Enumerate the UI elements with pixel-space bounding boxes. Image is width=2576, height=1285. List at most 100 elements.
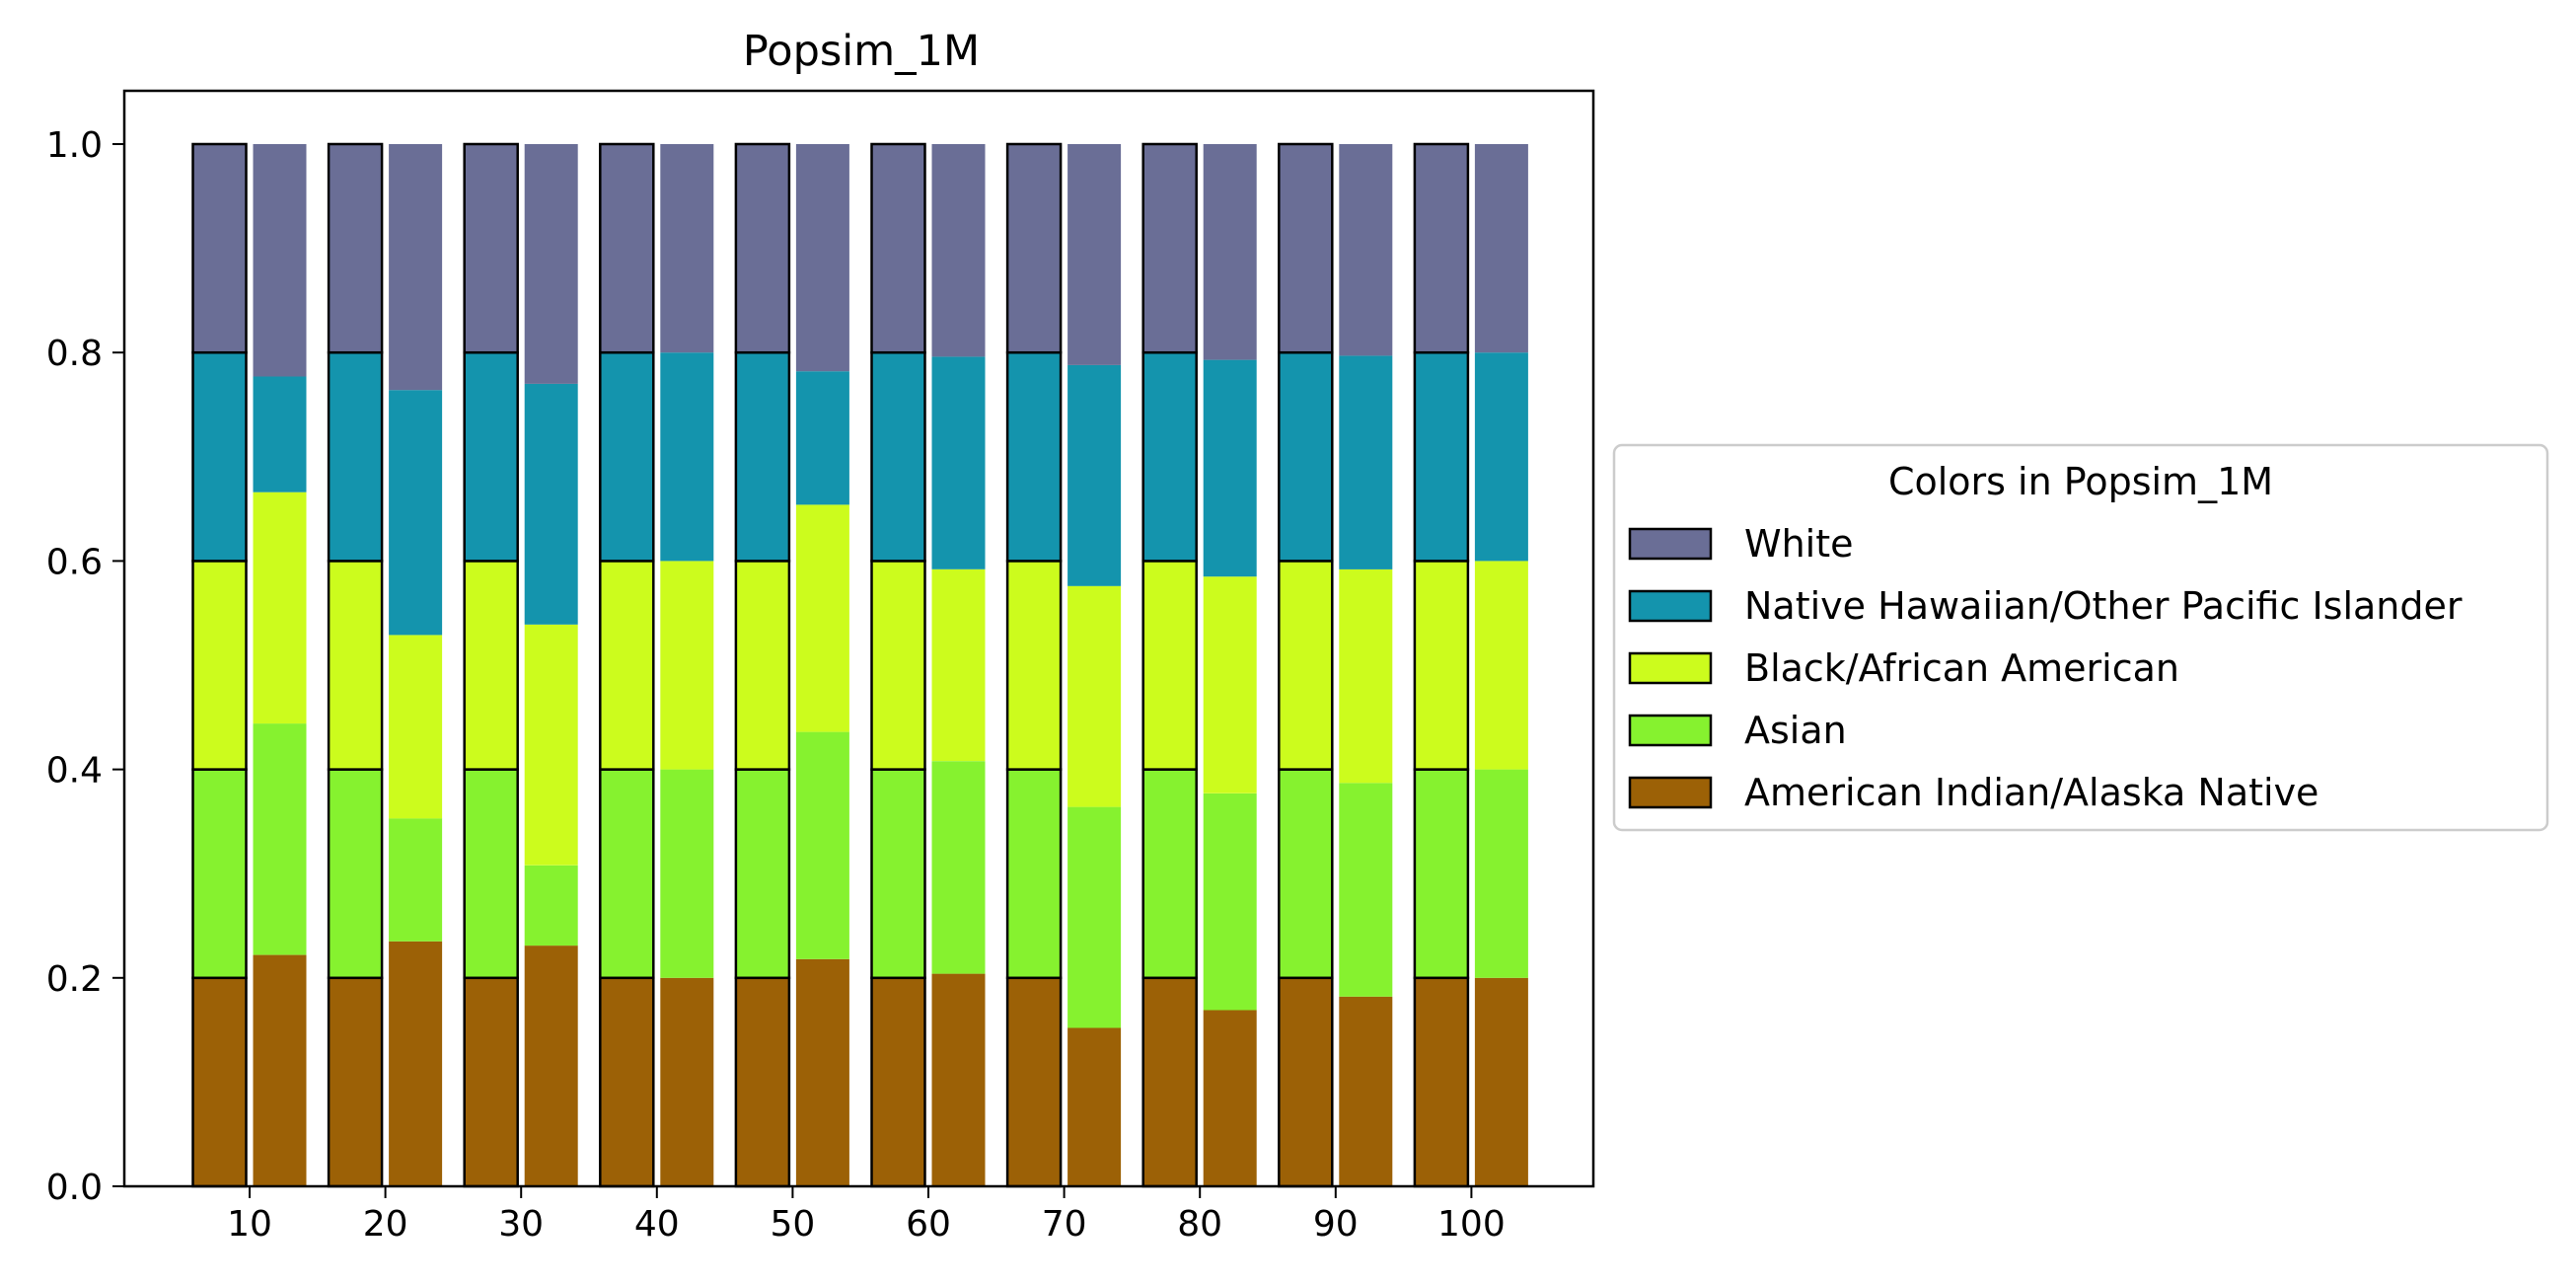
legend-title: Colors in Popsim_1M [1888, 460, 2273, 503]
bar-segment [1474, 977, 1528, 1186]
bar-segment [524, 383, 578, 625]
bar-segment [1278, 976, 1334, 1188]
bar-segment [253, 144, 307, 377]
legend-label: American Indian/Alaska Native [1744, 771, 2318, 814]
bar-segment [463, 142, 519, 354]
y-tick-label: 0.0 [46, 1168, 103, 1208]
legend-swatch [1628, 589, 1713, 623]
bar-segment [327, 976, 384, 1188]
x-tick-label: 90 [1313, 1204, 1359, 1245]
bar-segment [1413, 976, 1470, 1188]
bar-segment [1339, 996, 1393, 1186]
bar-segment [389, 818, 443, 942]
bar-segment [1278, 768, 1334, 980]
bar-segment [870, 560, 926, 771]
bar-segment [795, 144, 849, 372]
bar-segment [795, 958, 849, 1186]
x-tick-label: 10 [227, 1204, 272, 1245]
bar-segment [253, 954, 307, 1186]
legend-label: Black/African American [1744, 646, 2179, 690]
bar-segment [1141, 142, 1198, 354]
bar-segment [870, 142, 926, 354]
bar-segment [1141, 350, 1198, 563]
bar-segment [1203, 144, 1257, 360]
x-tick-label: 30 [498, 1204, 544, 1245]
bar-segment [599, 350, 655, 563]
legend-swatch [1628, 651, 1713, 685]
bar-segment [327, 560, 384, 771]
bar-segment [1141, 976, 1198, 1188]
bar-segment [1278, 350, 1334, 563]
bar-segment [389, 144, 443, 391]
bar-segment [1339, 783, 1393, 997]
bar-segment [931, 568, 986, 762]
bar-segment [524, 865, 578, 946]
bar-segment [1339, 144, 1393, 356]
bar-segment [660, 352, 714, 562]
bar-segment [1141, 560, 1198, 771]
x-tick-label: 50 [770, 1204, 815, 1245]
bar-segment [1203, 359, 1257, 577]
legend-swatch [1628, 776, 1713, 809]
y-axis: 0.0 0.2 0.4 0.6 0.8 1.0 [46, 125, 124, 1208]
bar-segment [734, 142, 791, 354]
bar-segment [389, 390, 443, 636]
bar-segment [191, 768, 248, 980]
legend: Colors in Popsim_1M White Native Hawaiian… [1612, 443, 2549, 832]
y-tick-label: 0.8 [46, 334, 103, 374]
bar-segment [660, 977, 714, 1186]
bar-segment [734, 976, 791, 1188]
bar-segment [599, 560, 655, 771]
x-tick-label: 100 [1437, 1204, 1506, 1245]
bar-segment [1413, 350, 1470, 563]
bar-segment [599, 976, 655, 1188]
bar-segment [253, 723, 307, 955]
bar-segment [1278, 560, 1334, 771]
legend-swatch [1628, 714, 1713, 747]
bar-segment [524, 144, 578, 384]
bar-segment [931, 144, 986, 357]
legend-label: White [1744, 522, 1854, 566]
bar-segment [524, 624, 578, 866]
bar-segment [253, 376, 307, 492]
x-axis: 10 20 30 40 50 60 70 80 90 100 [227, 1186, 1506, 1245]
bar-segment [389, 635, 443, 819]
bar-segment [1067, 585, 1122, 807]
bar-segment [795, 371, 849, 505]
legend-label: Native Hawaiian/Other Pacific Islander [1744, 584, 2463, 628]
bar-segment [660, 561, 714, 770]
bar-segment [1413, 560, 1470, 771]
chart-title: Popsim_1M [743, 27, 980, 76]
x-tick-label: 80 [1177, 1204, 1222, 1245]
bar-segment [389, 941, 443, 1186]
bar-segment [870, 350, 926, 563]
bar-segment [191, 142, 248, 354]
bar-segment [1278, 142, 1334, 354]
bar-segment [931, 356, 986, 569]
bars-layer [191, 142, 1528, 1188]
bar-segment [191, 976, 248, 1188]
y-tick-label: 0.6 [46, 542, 103, 582]
bar-segment [1474, 352, 1528, 562]
y-tick-label: 0.2 [46, 959, 103, 1000]
legend-entries: White Native Hawaiian/Other Pacific Islan… [1628, 522, 2463, 814]
bar-segment [1005, 976, 1063, 1188]
plot-area-frame [122, 89, 1595, 1188]
bar-segment [1339, 568, 1393, 784]
bar-segment [734, 560, 791, 771]
bar-segment [327, 142, 384, 354]
bar-segment [660, 769, 714, 978]
bar-segment [1067, 806, 1122, 1028]
bar-segment [1005, 142, 1063, 354]
bar-segment [1413, 768, 1470, 980]
bar-segment [463, 768, 519, 980]
bar-segment [870, 976, 926, 1188]
bar-segment [1413, 142, 1470, 354]
legend-swatch [1628, 527, 1713, 561]
bar-segment [1339, 355, 1393, 569]
bar-segment [327, 350, 384, 563]
bar-segment [795, 731, 849, 959]
bar-segment [463, 976, 519, 1188]
y-tick-label: 0.4 [46, 751, 103, 792]
